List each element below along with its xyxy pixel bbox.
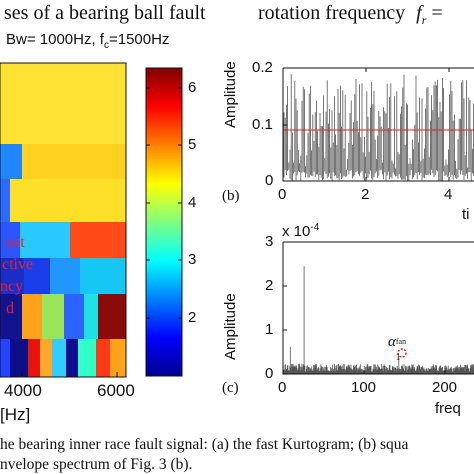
plot-c-spectrum-trace xyxy=(282,266,474,374)
x-tick-label-4000: 4000 xyxy=(4,381,42,400)
plot-b-signal-trace xyxy=(283,74,474,181)
cell-row5d xyxy=(80,258,126,294)
x-tick-label-6000: 6000 xyxy=(97,381,135,400)
cell-row3b xyxy=(10,179,126,222)
cell-row7g xyxy=(78,339,96,377)
plot-c-xtick-200: 200 xyxy=(432,379,458,396)
plot-b-ytick-0.1: 0.1 xyxy=(252,116,273,133)
plot-b-ticks xyxy=(283,68,450,181)
x-unit-label: [Hz] xyxy=(0,405,31,424)
cell-row6e xyxy=(84,294,98,339)
plot-c-xtick-0: 0 xyxy=(278,379,287,396)
kurtogram-cells xyxy=(0,63,126,377)
cell-row7a xyxy=(0,339,10,377)
plot-b-panel-label: (b) xyxy=(222,188,240,204)
plot-b-axes xyxy=(282,67,474,182)
plot-c-ytick-2: 2 xyxy=(265,277,274,294)
overlay-line-3: ncy xyxy=(0,278,24,295)
plot-c-ylabel: Amplitude xyxy=(222,293,239,360)
figure-caption-line-2: nvelope spectrum of Fig. 3 (b). xyxy=(0,456,193,473)
cell-row6d xyxy=(64,294,84,339)
header-symbol-sub: r xyxy=(421,13,427,27)
cell-row5c xyxy=(50,258,80,294)
overlay-line-1: ost xyxy=(6,234,25,251)
kurtogram-subtitle: Bw= 1000Hz, fc=1500Hz xyxy=(6,31,169,51)
plot-c-axes xyxy=(282,241,474,375)
cell-row7d xyxy=(40,339,52,377)
plot-b-xtick-4: 4 xyxy=(444,186,453,203)
rotation-frequency-header: rotation frequency fr = xyxy=(258,2,443,28)
plot-c-ytick-0: 0 xyxy=(265,365,274,382)
cell-row6c xyxy=(42,294,64,339)
plot-b-signal xyxy=(283,74,474,181)
cell-row7i xyxy=(110,339,126,377)
cell-row6f xyxy=(98,294,126,339)
plot-c-xlabel: freq xyxy=(435,400,461,417)
plot-c-peak-marker xyxy=(397,348,407,358)
overlay-line-2: ctive xyxy=(2,256,34,273)
plot-b-ytick-0.2: 0.2 xyxy=(252,59,273,76)
kurtogram-overlay-text: ost ctive ncy d xyxy=(0,232,33,320)
plot-c-panel-label: (c) xyxy=(222,380,239,396)
cell-row2a xyxy=(0,144,22,179)
plot-c-ytick-3: 3 xyxy=(265,233,274,250)
colorbar-tick-2: 2 xyxy=(188,309,197,326)
plot-b-xlabel: ti xyxy=(462,206,470,223)
colorbar-tick-4: 4 xyxy=(188,194,197,211)
annotation-sup: fan xyxy=(395,337,407,346)
annotation-sub: 1 xyxy=(395,352,401,362)
cell-row6b xyxy=(22,294,42,339)
plot-c-exponent-power: -4 xyxy=(310,222,320,233)
plot-c-annotation: α fan 1 xyxy=(388,334,410,362)
cell-row5a xyxy=(0,258,24,294)
subtitle-text-end: =1500Hz xyxy=(108,31,170,48)
kurtogram-title: ses of a bearing ball fault xyxy=(4,2,206,24)
plot-b-xtick-0: 0 xyxy=(278,186,287,203)
colorbar-tick-6: 6 xyxy=(188,79,197,96)
cell-row2b xyxy=(22,144,126,179)
plot-b-xtick-2: 2 xyxy=(361,186,370,203)
plot-b-ytick-0: 0 xyxy=(265,172,274,189)
cell-row4a xyxy=(0,222,20,258)
cell-row3a xyxy=(0,179,10,222)
subtitle-text: Bw= 1000Hz, f xyxy=(6,31,104,48)
annotation-alpha: α xyxy=(388,334,396,350)
cell-row1 xyxy=(0,63,126,144)
kurtogram-frame xyxy=(0,62,127,378)
cell-row5b xyxy=(24,258,50,294)
cell-row4c xyxy=(70,222,126,258)
cell-row7h xyxy=(96,339,110,377)
cell-row7b xyxy=(10,339,28,377)
colorbar-ticks xyxy=(146,87,182,319)
figure-caption-line-1: he bearing inner race fault signal: (a) … xyxy=(0,436,409,453)
header-equals: = xyxy=(426,2,443,24)
header-text: rotation frequency xyxy=(258,2,406,24)
plot-c-ticks xyxy=(283,285,446,374)
colorbar xyxy=(145,67,183,377)
cell-row6a xyxy=(0,294,22,339)
cell-row7f xyxy=(66,339,78,377)
cell-row4b xyxy=(20,222,70,258)
plot-c-ytick-1: 1 xyxy=(265,321,274,338)
cell-row7e xyxy=(52,339,66,377)
colorbar-tick-3: 3 xyxy=(188,251,197,268)
colorbar-tick-5: 5 xyxy=(188,136,197,153)
header-symbol: f xyxy=(416,2,422,24)
cell-row7c xyxy=(28,339,40,377)
plot-c-exponent: x 10-4 xyxy=(282,222,319,240)
overlay-line-4: d xyxy=(6,300,14,317)
plot-c-spectrum xyxy=(282,266,474,374)
plot-c-xtick-100: 100 xyxy=(351,379,377,396)
subtitle-subscript: c xyxy=(103,40,109,51)
plot-c-exponent-base: x 10 xyxy=(282,223,311,240)
